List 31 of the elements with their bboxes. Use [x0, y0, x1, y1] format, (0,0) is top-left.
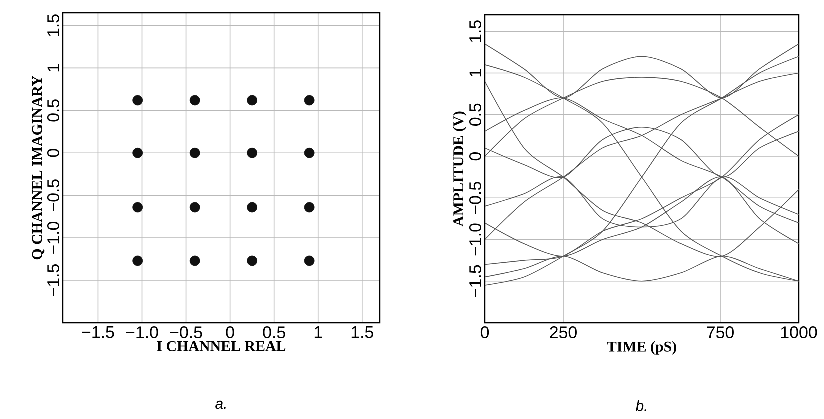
x-tick-label: −1.5 [82, 326, 114, 338]
text: a. [216, 400, 226, 410]
x-tick-label: 0.5 [263, 326, 286, 339]
y-tick-label: 0 [47, 149, 60, 158]
x-axis-title: I CHANNEL REAL [157, 341, 286, 352]
y-tick-label: −1.5 [48, 264, 60, 296]
y-tick-label: 0.5 [47, 100, 60, 122]
y-tick-label: 1 [470, 69, 482, 77]
y-axis-title: AMPLITUDE (V) [453, 112, 467, 227]
x-tick-label: 0 [480, 326, 490, 339]
x-tick-label: 0 [226, 326, 234, 339]
x-tick-label: 750 [707, 326, 734, 339]
x-tick-label: 250 [550, 326, 577, 339]
x-tick-label: −1.0 [126, 326, 158, 339]
y-tick-label: 1 [48, 64, 60, 72]
y-axis-title: Q CHANNEL IMAGINARY [32, 76, 45, 260]
x-tick-label: −0.5 [170, 326, 202, 339]
x-tick-label: 1000 [781, 326, 818, 339]
y-tick-label: 0 [469, 152, 482, 161]
text: b. [636, 400, 646, 412]
y-tick-label: 0.5 [469, 104, 482, 126]
y-tick-label: −0.5 [47, 180, 60, 212]
x-tick-label: 1 [314, 326, 322, 338]
y-tick-label: 1.5 [470, 20, 482, 42]
y-tick-label: −1.5 [470, 265, 482, 298]
y-tick-label: 1.5 [48, 14, 60, 36]
y-tick-label: −1.0 [469, 224, 482, 256]
y-tick-label: −1.0 [47, 222, 60, 254]
y-tick-label: −0.5 [469, 182, 482, 214]
x-tick-label: 1.5 [352, 326, 374, 338]
x-axis-title: TIME (pS) [607, 341, 676, 355]
